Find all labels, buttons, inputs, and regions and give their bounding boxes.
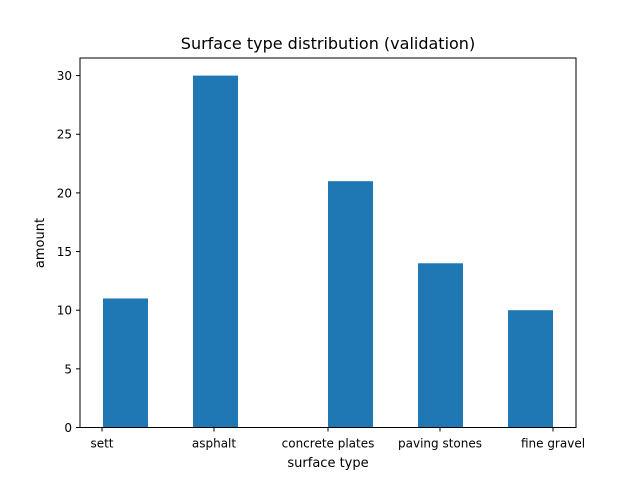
x-tick-label: fine gravel [521,437,585,451]
y-tick-label: 20 [57,186,72,200]
y-tick-label: 30 [57,69,72,83]
y-tick-label: 0 [64,421,72,435]
y-tick-label: 25 [57,128,72,142]
y-tick-label: 5 [64,362,72,376]
y-tick-label: 10 [57,304,72,318]
x-tick-label: asphalt [192,437,237,451]
plot-frame [79,57,577,428]
x-tick-label: sett [90,437,113,451]
bar-asphalt [193,75,238,428]
x-tick-label: concrete plates [282,437,375,451]
x-axis-label: surface type [287,456,368,471]
bar-fine-gravel [508,310,553,428]
chart-title: Surface type distribution (validation) [181,34,475,53]
y-tick-label: 15 [57,245,72,259]
bar-paving-stones [418,263,463,428]
x-tick-label: paving stones [398,437,482,451]
bar-sett [103,298,148,428]
x-axis: sett asphalt concrete plates paving stones f… [90,427,585,451]
y-axis: 0 5 10 15 20 25 30 [57,69,80,435]
bar-concrete-plates [328,181,373,428]
y-axis-label: amount [33,218,48,268]
bars-layer [103,75,553,428]
